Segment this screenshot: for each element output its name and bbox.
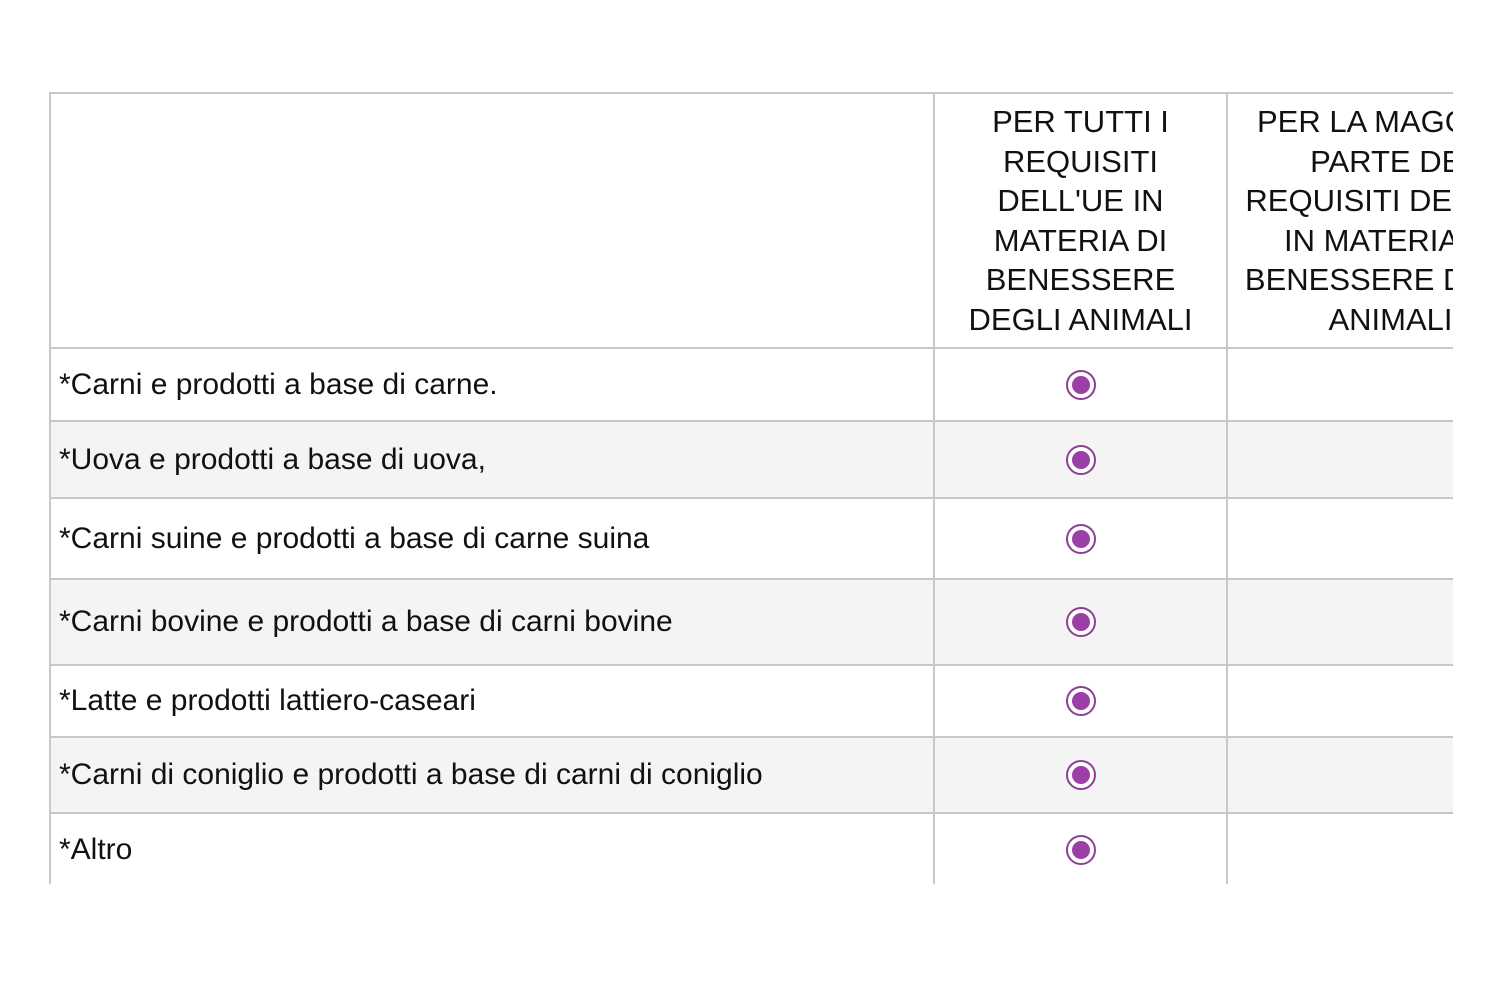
radio-selected-icon[interactable] [1065,760,1096,790]
radio-cell[interactable] [1226,347,1453,422]
row-label: *Uova e prodotti a base di uova, [49,420,935,499]
radio-cell[interactable] [933,736,1228,814]
row-label: *Carni suine e prodotti a base di carne … [49,497,935,580]
header-empty [49,92,935,349]
header-row: PER TUTTI I REQUISITI DELL'UE IN MATERIA… [49,92,1453,349]
radio-selected-icon[interactable] [1065,523,1096,554]
radio-selected-icon[interactable] [1065,835,1096,865]
radio-cell[interactable] [1226,420,1453,499]
row-label: *Latte e prodotti lattiero-caseari [49,664,935,738]
matrix-question: PER TUTTI I REQUISITI DELL'UE IN MATERIA… [49,92,1453,884]
table-row: *Latte e prodotti lattiero-caseari [49,664,1453,738]
row-label: *Carni bovine e prodotti a base di carni… [49,578,935,666]
table-row: *Carni di coniglio e prodotti a base di … [49,736,1453,814]
radio-cell[interactable] [1226,578,1453,666]
radio-cell[interactable] [933,578,1228,666]
radio-cell[interactable] [933,497,1228,580]
row-label: *Carni di coniglio e prodotti a base di … [49,736,935,814]
table-row: *Altro [49,812,1453,884]
matrix-table: PER TUTTI I REQUISITI DELL'UE IN MATERIA… [49,92,1453,884]
table-row: *Carni bovine e prodotti a base di carni… [49,578,1453,666]
table-row: *Uova e prodotti a base di uova, [49,420,1453,499]
header-all-requirements: PER TUTTI I REQUISITI DELL'UE IN MATERIA… [933,92,1228,349]
row-label: *Altro [49,812,935,884]
radio-selected-icon[interactable] [1065,444,1096,475]
table-row: *Carni suine e prodotti a base di carne … [49,497,1453,580]
radio-selected-icon[interactable] [1065,686,1096,716]
radio-selected-icon[interactable] [1065,369,1096,400]
table-row: *Carni e prodotti a base di carne. [49,347,1453,422]
radio-cell[interactable] [1226,664,1453,738]
radio-cell[interactable] [933,420,1228,499]
radio-cell[interactable] [1226,497,1453,580]
radio-cell[interactable] [1226,736,1453,814]
radio-cell[interactable] [933,812,1228,884]
radio-selected-icon[interactable] [1065,607,1096,637]
radio-cell[interactable] [933,664,1228,738]
header-most-requirements: PER LA MAGGIOR PARTE DEI REQUISITI DELL'… [1226,92,1453,349]
row-label: *Carni e prodotti a base di carne. [49,347,935,422]
radio-cell[interactable] [933,347,1228,422]
radio-cell[interactable] [1226,812,1453,884]
